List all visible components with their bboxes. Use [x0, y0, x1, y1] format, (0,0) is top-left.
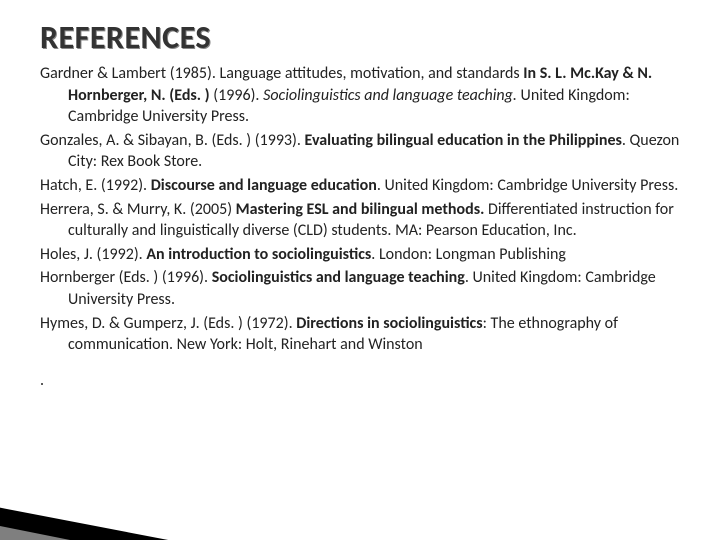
- slide: REFERENCES Gardner & Lambert (1985). Lan…: [0, 0, 720, 540]
- ref-bold: An introduction to sociolinguistics: [146, 245, 371, 264]
- ref-bold: Evaluating bilingual education in the Ph…: [305, 131, 622, 150]
- ref-text: . United Kingdom: Cambridge University P…: [377, 176, 678, 195]
- references-list: Gardner & Lambert (1985). Language attit…: [40, 63, 680, 391]
- ref-italic: Sociolinguistics and language teaching.: [263, 86, 520, 105]
- reference-entry: Hornberger (Eds. ) (1996). Sociolinguist…: [40, 267, 680, 310]
- reference-entry: Hatch, E. (1992). Discourse and language…: [40, 175, 680, 197]
- ref-text: Herrera, S. & Murry, K. (2005): [40, 200, 236, 219]
- ref-text: . London: Longman Publishing: [371, 245, 566, 264]
- ref-text: Gonzales, A. & Sibayan, B. (Eds. ) (1993…: [40, 131, 305, 150]
- reference-entry: Hymes, D. & Gumperz, J. (Eds. ) (1972). …: [40, 313, 680, 356]
- references-title: REFERENCES: [40, 18, 680, 57]
- reference-entry: Gardner & Lambert (1985). Language attit…: [40, 63, 680, 128]
- ref-bold: Discourse and language education: [151, 176, 377, 195]
- ref-text: Gardner & Lambert (1985). Language attit…: [40, 64, 523, 83]
- ref-text: Hatch, E. (1992).: [40, 176, 151, 195]
- ref-text: Hymes, D. & Gumperz, J. (Eds. ) (1972).: [40, 314, 296, 333]
- decorative-wedge-icon: [0, 470, 220, 540]
- ref-text: Hornberger (Eds. ) (1996).: [40, 268, 212, 287]
- reference-entry: Herrera, S. & Murry, K. (2005) Mastering…: [40, 199, 680, 242]
- ref-bold: Mastering ESL and bilingual methods.: [236, 200, 485, 219]
- wedge-inner: [0, 518, 110, 540]
- footer-dot: .: [40, 370, 680, 392]
- ref-bold: Directions in sociolinguistics: [296, 314, 482, 333]
- ref-text: (1996).: [210, 86, 263, 105]
- reference-entry: Holes, J. (1992). An introduction to soc…: [40, 244, 680, 266]
- ref-text: Holes, J. (1992).: [40, 245, 146, 264]
- wedge-outer: [0, 500, 210, 540]
- ref-bold: Sociolinguistics and language teaching: [212, 268, 465, 287]
- reference-entry: Gonzales, A. & Sibayan, B. (Eds. ) (1993…: [40, 130, 680, 173]
